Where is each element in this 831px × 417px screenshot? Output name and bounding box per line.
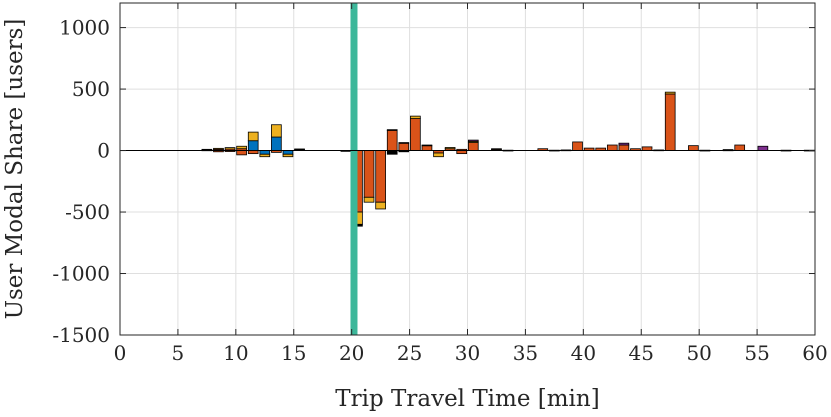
bar-segment	[375, 150, 386, 203]
bar-segment	[271, 136, 282, 151]
bar-segment	[201, 148, 213, 151]
y-tick-label: -1000	[52, 262, 110, 286]
bar-segment	[386, 129, 398, 131]
bar-segment	[467, 142, 479, 151]
bar-segment	[410, 118, 421, 151]
bar-segment	[398, 142, 410, 144]
bar-segment	[259, 153, 271, 158]
x-tick-label: 15	[281, 341, 306, 365]
bar-segment	[664, 91, 676, 95]
bar-segment	[363, 196, 375, 203]
bar-segment	[236, 150, 247, 156]
bar-segment	[618, 142, 630, 146]
grid	[119, 3, 816, 336]
bar-segment	[467, 139, 479, 142]
bar-segment	[375, 201, 386, 210]
bar-segment	[444, 147, 456, 150]
bar-segment	[398, 142, 410, 151]
x-tick-label: 30	[455, 341, 480, 365]
bar-segment	[421, 145, 433, 151]
bar-segment	[247, 131, 259, 142]
x-tick-label: 55	[744, 341, 769, 365]
y-axis-ticks: -1500 -1000 -500 0 500 1000	[52, 16, 815, 347]
y-tick-label: 500	[72, 77, 110, 101]
y-tick-label: 0	[97, 139, 110, 163]
x-tick-label: 45	[629, 341, 654, 365]
bar-segment	[572, 141, 583, 151]
bar-segment	[282, 150, 294, 155]
bar-segment	[410, 115, 421, 119]
bar-segment	[363, 150, 375, 198]
bar-segment	[247, 140, 259, 151]
bar-segment	[421, 144, 433, 147]
bar-segment	[271, 124, 282, 138]
x-tick-label: 35	[513, 341, 538, 365]
bar-segment	[282, 153, 294, 158]
x-tick-label: 10	[223, 341, 248, 365]
bar-segment	[386, 150, 398, 155]
bar-segment	[491, 148, 502, 150]
y-axis-label: User Modal Share [users]	[2, 19, 28, 320]
y-tick-label: -500	[65, 200, 110, 224]
bar-segment	[757, 145, 769, 151]
x-axis-ticks: 0 5 10 15 20 25 30 35 40 45 50 55 60	[114, 3, 828, 365]
x-tick-label: 0	[114, 341, 127, 365]
bar-segment	[641, 146, 653, 151]
bar-segment	[259, 150, 271, 155]
bar-segment	[236, 145, 247, 150]
x-tick-label: 40	[571, 341, 596, 365]
x-tick-label: 60	[802, 341, 827, 365]
bar-segment	[734, 144, 746, 151]
bar-segment	[213, 147, 224, 150]
bar-segment	[224, 147, 236, 150]
x-tick-label: 25	[397, 341, 422, 365]
y-tick-label: -1500	[52, 323, 110, 347]
bar-segment	[386, 129, 398, 151]
x-axis-label: Trip Travel Time [min]	[335, 386, 599, 412]
x-tick-label: 20	[339, 341, 364, 365]
x-tick-label: 5	[172, 341, 185, 365]
y-tick-label: 1000	[59, 16, 110, 40]
bar-segment	[688, 145, 699, 151]
bar-segment	[664, 93, 676, 151]
x-tick-label: 50	[686, 341, 711, 365]
bar-segment	[433, 152, 444, 158]
bar-segment	[606, 144, 618, 151]
bar-segment	[618, 144, 630, 151]
bar-segment	[294, 148, 305, 151]
